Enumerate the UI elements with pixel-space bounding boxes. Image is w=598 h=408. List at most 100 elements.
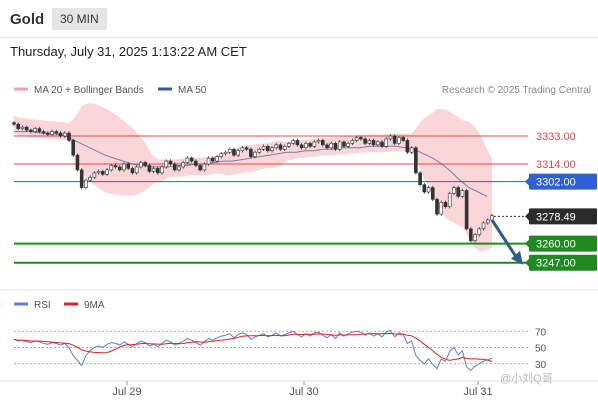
x-tick-label: Jul 30 [289,386,318,398]
candle-body [181,162,186,168]
candle-body [380,141,384,147]
candle-body [113,165,118,168]
x-tick-label: Jul 31 [463,386,492,398]
candle-body [295,140,300,146]
price-tag-pointer [525,239,529,248]
candle-body [168,160,173,165]
candle-body [422,184,427,193]
candle-body [12,122,16,125]
rsi-tick-label: 70 [535,327,547,338]
candle-body [430,187,435,200]
candle-body [426,187,431,193]
candle-body [304,143,308,149]
candle-body [88,176,92,181]
ma20-legend-label: MA 20 + Bollinger Bands [34,85,144,96]
candle-body [443,202,448,208]
price-tag-pointer [525,212,529,221]
candle-body [388,135,393,140]
candle-body [409,147,414,153]
candle-body [202,163,207,171]
price-tag [529,235,597,252]
rsi-tick-label: 50 [535,344,547,355]
candle-body [236,150,240,156]
resistance-label: 3333.00 [536,131,576,143]
candle-body [156,168,160,174]
price-tag-pointer [525,177,529,186]
candle-body [96,171,101,174]
candle-body [172,163,177,171]
candle-body [266,146,270,152]
candle-body [481,222,486,230]
candle-body [101,171,105,175]
candle-body [67,132,71,141]
candle-body [359,137,363,140]
price-tag-label: 3247.00 [536,258,576,270]
resistance-label: 3314.00 [536,159,576,171]
candle-body [405,140,410,153]
x-tick-label: Jul 29 [112,386,141,398]
candle-body [342,141,346,147]
candle-body [473,234,477,241]
candle-body [287,143,291,147]
candle-body [92,172,97,178]
price-tag [529,254,597,271]
candle-body [384,138,389,147]
timeframe-button[interactable]: 30 MIN [52,8,107,30]
candle-body [143,162,147,166]
price-tags: 3302.00 3278.49 3260.00 3247.00 [525,173,597,271]
forecast-arrow [490,219,523,265]
header-divider [0,37,598,38]
candle-body [354,137,359,141]
candle-body [79,169,84,188]
candle-body [392,135,397,144]
candle-body [452,187,456,194]
rsi-panel: 70 50 30 [13,327,547,371]
candle-body [151,168,156,172]
candle-body [71,140,76,156]
candle-body [240,147,245,152]
candle-body [397,137,401,144]
price-tag-pointer [525,258,529,267]
candle-body [62,132,67,137]
candle-body [464,190,469,230]
price-tag-label: 3260.00 [536,239,576,251]
candle-body [316,140,321,143]
candle-body [215,156,219,162]
candle-body [58,132,63,137]
candle-body [75,154,80,171]
candle-body [50,131,54,135]
candle-body [29,129,33,132]
watermark: @小刘Q哥 [500,373,553,385]
price-tag [529,173,597,190]
candle-body [253,151,257,157]
candle-body [477,228,482,236]
candle-body [439,202,444,215]
candle-body [320,140,325,146]
forecast-arrow-head [511,250,523,265]
candle-body [84,179,88,188]
candle-body [185,157,190,163]
candle-body [109,165,114,171]
candle-body [20,126,25,129]
candle-body [130,168,135,174]
candle-body [223,151,228,154]
candle-body [278,144,283,150]
candle-body [227,148,232,153]
candle-body [418,172,422,185]
candle-body [261,146,266,150]
candle-body [447,193,452,208]
candle-body [122,163,126,171]
candle-body [333,143,338,150]
candle-body [270,147,274,152]
price-tag-label: 3302.00 [536,177,576,189]
candle-body [244,147,249,150]
price-tag-label: 3278.49 [536,211,576,223]
candle-body [194,160,198,166]
candle-body [282,146,287,150]
candle-body [54,131,59,134]
candle-body [299,144,304,149]
rsi-legend-label: RSI [34,300,51,311]
candle-body [346,143,350,147]
candle-body [435,199,439,215]
